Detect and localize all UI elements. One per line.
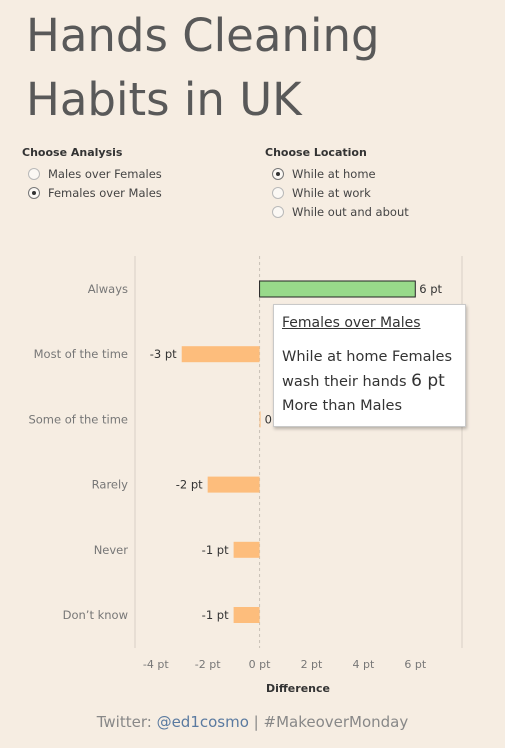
category-label: Rarely <box>92 478 129 492</box>
tooltip-line-1: While at home Females <box>282 345 457 369</box>
x-axis-label: Difference <box>266 682 330 695</box>
radio-label: While at home <box>292 167 376 181</box>
tooltip-line-3: More than Males <box>282 394 457 418</box>
category-label: Don’t know <box>63 608 128 622</box>
page-title: Hands Cleaning Habits in UK <box>26 9 380 126</box>
twitter-handle-link[interactable]: @ed1cosmo <box>156 713 249 731</box>
tooltip: Females over Males While at home Females… <box>273 304 466 427</box>
value-label: -1 pt <box>202 608 229 622</box>
radio-while-out-and-about[interactable]: While out and about <box>272 205 409 219</box>
x-tick-label: 4 pt <box>352 658 374 671</box>
radio-males-over-females[interactable]: Males over Females <box>28 167 162 181</box>
category-label: Always <box>88 282 128 296</box>
tooltip-value: 6 pt <box>411 371 445 391</box>
radio-button[interactable] <box>272 187 284 199</box>
radio-button[interactable] <box>28 168 40 180</box>
bar <box>233 541 260 558</box>
diverging-bar-chart: Always 6 pt Most of the time -3 pt Some of t… <box>28 256 463 695</box>
x-tick-label: -2 pt <box>195 658 221 671</box>
analysis-heading: Choose Analysis <box>22 146 123 159</box>
value-label: -2 pt <box>176 478 203 492</box>
footer: Twitter: @ed1cosmo | #MakeoverMonday <box>0 713 505 731</box>
category-label: Most of the time <box>34 347 128 361</box>
x-tick-label: -4 pt <box>143 658 169 671</box>
x-tick-label: 6 pt <box>404 658 426 671</box>
tooltip-group: Males <box>360 398 403 414</box>
tooltip-group: Females <box>392 349 452 365</box>
radio-while-at-home[interactable]: While at home <box>272 167 376 181</box>
bar <box>207 476 260 493</box>
radio-button[interactable] <box>272 206 284 218</box>
radio-button[interactable] <box>272 168 284 180</box>
footer-prefix: Twitter: <box>96 713 157 731</box>
tooltip-line-2: wash their hands 6 pt <box>282 369 457 394</box>
bar <box>233 607 260 623</box>
value-label: -1 pt <box>202 543 229 557</box>
category-label: Some of the time <box>28 412 128 426</box>
bar <box>181 346 260 363</box>
radio-label: While at work <box>292 186 371 200</box>
footer-suffix: | #MakeoverMonday <box>248 713 409 731</box>
location-heading: Choose Location <box>265 146 367 159</box>
bar <box>259 280 416 298</box>
tooltip-text: While at home <box>282 349 393 365</box>
radio-label: Females over Males <box>48 186 162 200</box>
radio-while-at-work[interactable]: While at work <box>272 186 371 200</box>
x-tick-label: 2 pt <box>301 658 323 671</box>
value-label: -3 pt <box>150 347 177 361</box>
radio-females-over-males[interactable]: Females over Males <box>28 186 162 200</box>
x-tick-label: 0 pt <box>249 658 271 671</box>
category-label: Never <box>94 543 129 557</box>
value-label: 6 pt <box>419 282 442 296</box>
tooltip-title: Females over Males <box>282 315 421 331</box>
radio-button[interactable] <box>28 187 40 199</box>
radio-label: While out and about <box>292 205 409 219</box>
tooltip-text: wash their hands <box>282 374 412 390</box>
tooltip-text: More than <box>282 398 361 414</box>
radio-label: Males over Females <box>48 167 162 181</box>
bar <box>259 411 261 428</box>
value-label: 0 <box>265 412 272 426</box>
